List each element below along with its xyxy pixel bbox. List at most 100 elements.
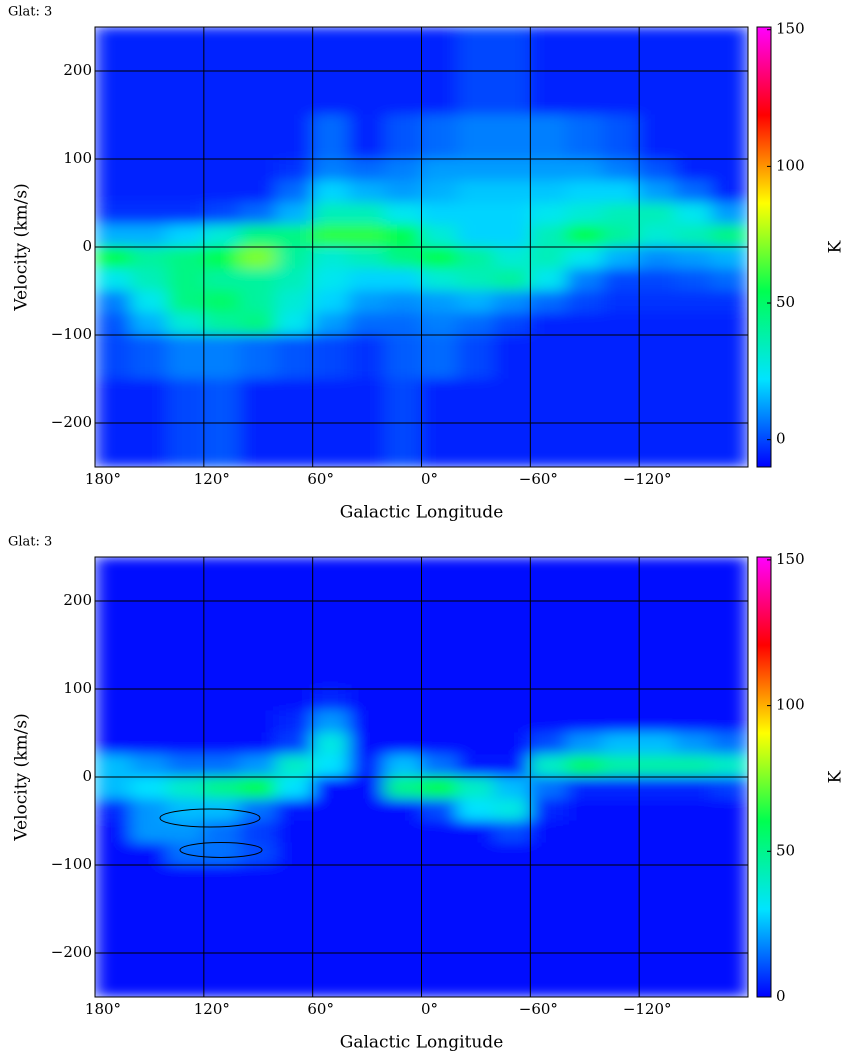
heatmap-cell: [457, 843, 494, 866]
heatmap-cell: [276, 225, 313, 248]
heatmap-cell: [167, 225, 204, 248]
heatmap-cell: [566, 777, 603, 800]
heatmap-cell: [312, 225, 349, 248]
colorbar: [757, 27, 771, 467]
heatmap-cell: [602, 247, 639, 270]
heatmap-cell: [530, 247, 567, 270]
heatmap-cell: [566, 711, 603, 734]
colorbar-tick-label: 100: [776, 156, 805, 174]
heatmap-cell: [240, 335, 277, 380]
heatmap-cell: [95, 843, 132, 866]
heatmap-cell: [312, 313, 349, 336]
heatmap-cell: [711, 843, 748, 866]
heatmap-cell: [494, 821, 531, 844]
heatmap-cell: [240, 645, 277, 690]
heatmap-cell: [95, 777, 132, 800]
chart: Glat: 3180°120°60°0°−60°−120°−200−100010…: [8, 535, 845, 1053]
heatmap-cell: [639, 799, 676, 822]
heatmap-cell: [95, 159, 132, 182]
y-axis-label: Velocity (km/s): [12, 713, 32, 841]
heatmap-cell: [457, 865, 494, 910]
heatmap-cell: [312, 799, 349, 822]
heatmap-cell: [276, 777, 313, 800]
x-axis-label: Galactic Longitude: [340, 1033, 504, 1053]
heatmap-cell: [276, 313, 313, 336]
heatmap-cell: [530, 203, 567, 226]
heatmap-cell: [276, 733, 313, 756]
heatmap-cell: [385, 115, 422, 160]
heatmap-cell: [457, 203, 494, 226]
heatmap-cell: [385, 313, 422, 336]
heatmap-cell: [566, 269, 603, 292]
heatmap-cell: [131, 689, 168, 712]
heatmap-cell: [494, 181, 531, 204]
heatmap-cell: [457, 225, 494, 248]
heatmap-cell: [95, 203, 132, 226]
x-tick-label: 120°: [194, 1000, 230, 1018]
heatmap-cell: [421, 645, 458, 690]
heatmap-cell: [457, 115, 494, 160]
heatmap-cell: [312, 733, 349, 756]
heatmap-cell: [385, 225, 422, 248]
heatmap-cell: [95, 115, 132, 160]
heatmap-cell: [566, 689, 603, 712]
heatmap-cell: [457, 335, 494, 380]
heatmap-cell: [167, 313, 204, 336]
heatmap-cell: [457, 821, 494, 844]
heatmap-cell: [276, 203, 313, 226]
heatmap-cell: [421, 181, 458, 204]
heatmap-cell: [167, 733, 204, 756]
heatmap-cell: [276, 755, 313, 778]
heatmap-cell: [711, 711, 748, 734]
heatmap-cell: [530, 755, 567, 778]
y-tick-label: −200: [51, 413, 92, 431]
heatmap-cell: [457, 689, 494, 712]
heatmap-cell: [95, 269, 132, 292]
heatmap-cell: [131, 291, 168, 314]
heatmap-cell: [203, 689, 240, 712]
heatmap-cell: [566, 313, 603, 336]
heatmap-cell: [95, 645, 132, 690]
heatmap-cell: [348, 115, 385, 160]
heatmap-cell: [639, 711, 676, 734]
heatmap-cell: [602, 711, 639, 734]
heatmap-cell: [240, 203, 277, 226]
heatmap-cell: [639, 159, 676, 182]
heatmap-cell: [530, 711, 567, 734]
heatmap-cell: [240, 799, 277, 822]
heatmap-cell: [675, 203, 712, 226]
heatmap-cell: [167, 689, 204, 712]
heatmap-cell: [566, 181, 603, 204]
heatmap-cell: [167, 711, 204, 734]
heatmap-cell: [421, 865, 458, 910]
heatmap-cell: [711, 777, 748, 800]
x-tick-label: 60°: [307, 1000, 334, 1018]
heatmap-cell: [457, 291, 494, 314]
heatmap-cell: [421, 799, 458, 822]
heatmap-cell: [95, 689, 132, 712]
heatmap-cell: [348, 755, 385, 778]
y-axis-label: Velocity (km/s): [12, 183, 32, 311]
heatmap-cell: [131, 865, 168, 910]
x-tick-label: −60°: [519, 1000, 558, 1018]
heatmap-cell: [240, 181, 277, 204]
heatmap-cell: [240, 291, 277, 314]
heatmap-cell: [530, 645, 567, 690]
heatmap-cell: [167, 335, 204, 380]
heatmap-cell: [639, 115, 676, 160]
heatmap-cell: [566, 843, 603, 866]
heatmap-cell: [131, 159, 168, 182]
heatmap-cell: [95, 755, 132, 778]
heatmap-cell: [711, 225, 748, 248]
heatmap-cell: [530, 821, 567, 844]
heatmap-cell: [566, 247, 603, 270]
heatmap-cell: [421, 843, 458, 866]
heatmap-cell: [639, 269, 676, 292]
panels: Glat: 3180°120°60°0°−60°−120°−200−100010…: [8, 5, 845, 1053]
colorbar-tick-label: 150: [776, 550, 805, 568]
x-tick-label: 0°: [421, 1000, 438, 1018]
heatmap-cell: [385, 865, 422, 910]
heatmap-cell: [203, 755, 240, 778]
heatmap-cell: [566, 799, 603, 822]
x-tick-label: 180°: [85, 470, 121, 488]
